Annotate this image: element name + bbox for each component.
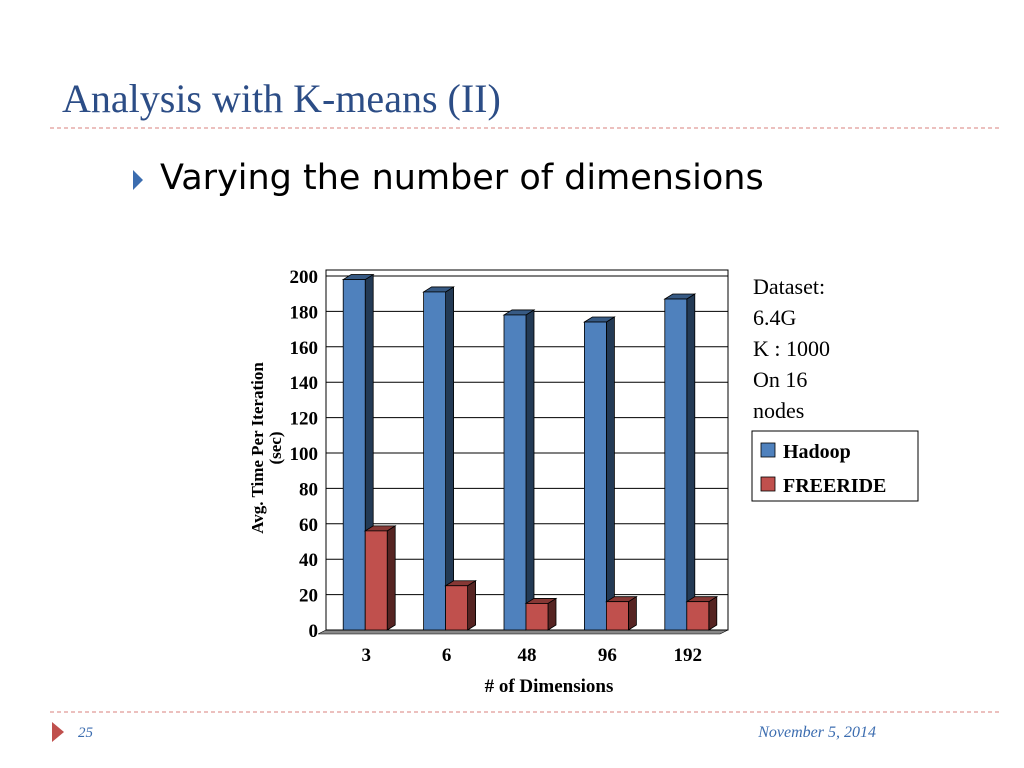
bar-side [525, 309, 535, 631]
bar [445, 585, 469, 631]
y-tick-label: 200 [290, 267, 319, 288]
bar-side [686, 293, 696, 631]
y-tick-label: 0 [309, 621, 319, 642]
bar-side [467, 580, 477, 631]
bar [503, 314, 527, 631]
x-tick-label: 6 [442, 645, 452, 666]
bar [342, 279, 366, 631]
bar [664, 298, 688, 631]
x-tick-label: 3 [361, 645, 371, 666]
legend-label: FREERIDE [783, 475, 886, 497]
note-line: K : 1000 [753, 336, 830, 361]
bar [423, 291, 447, 631]
bar [364, 530, 388, 631]
legend-label: Hadoop [783, 441, 851, 463]
date: November 5, 2014 [757, 724, 876, 741]
bar-side [628, 595, 637, 631]
footer-icon [52, 722, 64, 742]
x-tick-label: 48 [518, 645, 537, 666]
bar-side [606, 316, 615, 631]
bar [606, 601, 629, 631]
y-tick-label: 180 [290, 302, 319, 323]
slide-title: Analysis with K-means (II) [62, 76, 501, 121]
bar-side [708, 595, 718, 631]
bar [686, 601, 710, 631]
y-tick-label: 140 [290, 373, 319, 394]
y-tick-label: 100 [290, 444, 319, 465]
bar-side [547, 597, 557, 631]
x-tick-label: 96 [598, 645, 617, 666]
y-tick-label: 120 [290, 409, 319, 430]
y-tick-label: 60 [299, 515, 318, 536]
bullet-text: Varying the number of dimensions [160, 158, 764, 198]
y-tick-label: 20 [299, 586, 318, 607]
floor [317, 629, 729, 635]
note-line: On 16 [753, 367, 807, 392]
y-tick-label: 80 [299, 479, 318, 500]
chart: Dataset: 6.4G K : 1000 On 16 nodes 0 20 40 60 80 1… [248, 267, 919, 697]
page-number: 25 [78, 725, 94, 741]
note-line: Dataset: [753, 274, 825, 299]
bar [525, 603, 549, 631]
note-line: 6.4G [753, 305, 797, 330]
legend-swatch [760, 476, 776, 492]
y-axis-title-line: (sec) [266, 431, 285, 464]
bar-side [386, 525, 396, 631]
legend-swatch [760, 442, 776, 458]
y-tick-label: 40 [299, 550, 318, 571]
y-axis-title: Avg. Time Per Iteration(sec) [248, 362, 285, 534]
legend-box [751, 430, 919, 502]
y-tick-label: 160 [290, 338, 319, 359]
bar-side [445, 286, 455, 631]
note-line: nodes [753, 398, 804, 423]
y-axis-title-line: Avg. Time Per Iteration [248, 362, 267, 534]
bar [584, 321, 607, 631]
bullet-icon [133, 170, 143, 190]
x-tick-label: 192 [674, 645, 703, 666]
x-axis-title: # of Dimensions [485, 676, 614, 697]
